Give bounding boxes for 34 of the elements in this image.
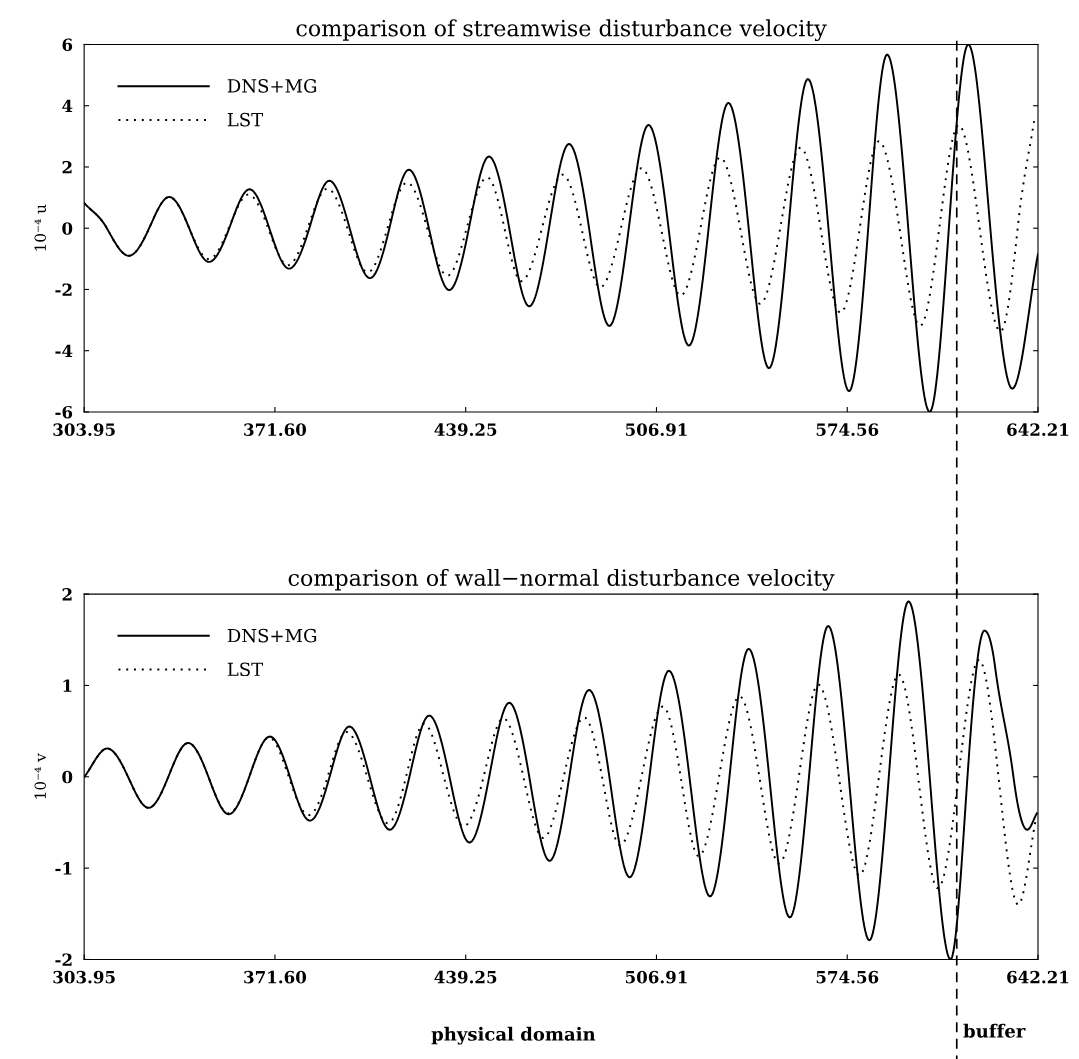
x-tick-label: 371.60	[244, 970, 307, 984]
legend-label: LST	[227, 112, 264, 127]
ref-line-label: buffer	[963, 1023, 1026, 1038]
x-tick-label: 642.21	[1007, 423, 1069, 436]
x-tick-label: 574.56	[816, 970, 879, 984]
x-tick-label: 303.95	[53, 423, 115, 436]
legend-label: LST	[227, 662, 264, 677]
y-axis-title: 10⁻⁴ u	[34, 204, 47, 251]
y-tick-label: -2	[55, 953, 72, 966]
y-tick-label: 0	[62, 222, 73, 235]
y-tick-label: 0	[62, 770, 73, 784]
y-tick-label: -1	[55, 862, 72, 875]
x-tick-label: 642.21	[1007, 970, 1069, 984]
legend-label: DNS+MG	[227, 628, 317, 643]
x-tick-label: 439.25	[434, 423, 497, 436]
x-tick-label: 439.25	[434, 970, 497, 984]
y-axis-title: 10⁻⁴ v	[34, 753, 47, 799]
chart-title: comparison of streamwise disturbance velocity	[296, 19, 827, 42]
chart-title: comparison of wall−normal disturbance velocity	[288, 568, 835, 591]
x-tick-label: 574.56	[816, 423, 879, 436]
y-tick-label: -6	[55, 405, 73, 419]
x-tick-label: 506.91	[625, 970, 687, 984]
y-tick-label: 1	[63, 679, 72, 692]
x-tick-label: 303.95	[53, 970, 115, 984]
y-tick-label: 2	[62, 588, 72, 601]
x-tick-label: 506.91	[625, 423, 687, 436]
x-tick-label: 371.60	[244, 423, 307, 436]
text: physical domain	[431, 1026, 596, 1045]
y-tick-label: -4	[55, 344, 73, 358]
legend-label: DNS+MG	[227, 79, 317, 93]
y-tick-label: 2	[62, 160, 72, 174]
y-tick-label: 6	[62, 38, 73, 52]
y-tick-label: -2	[55, 283, 72, 296]
y-tick-label: 4	[62, 99, 73, 113]
